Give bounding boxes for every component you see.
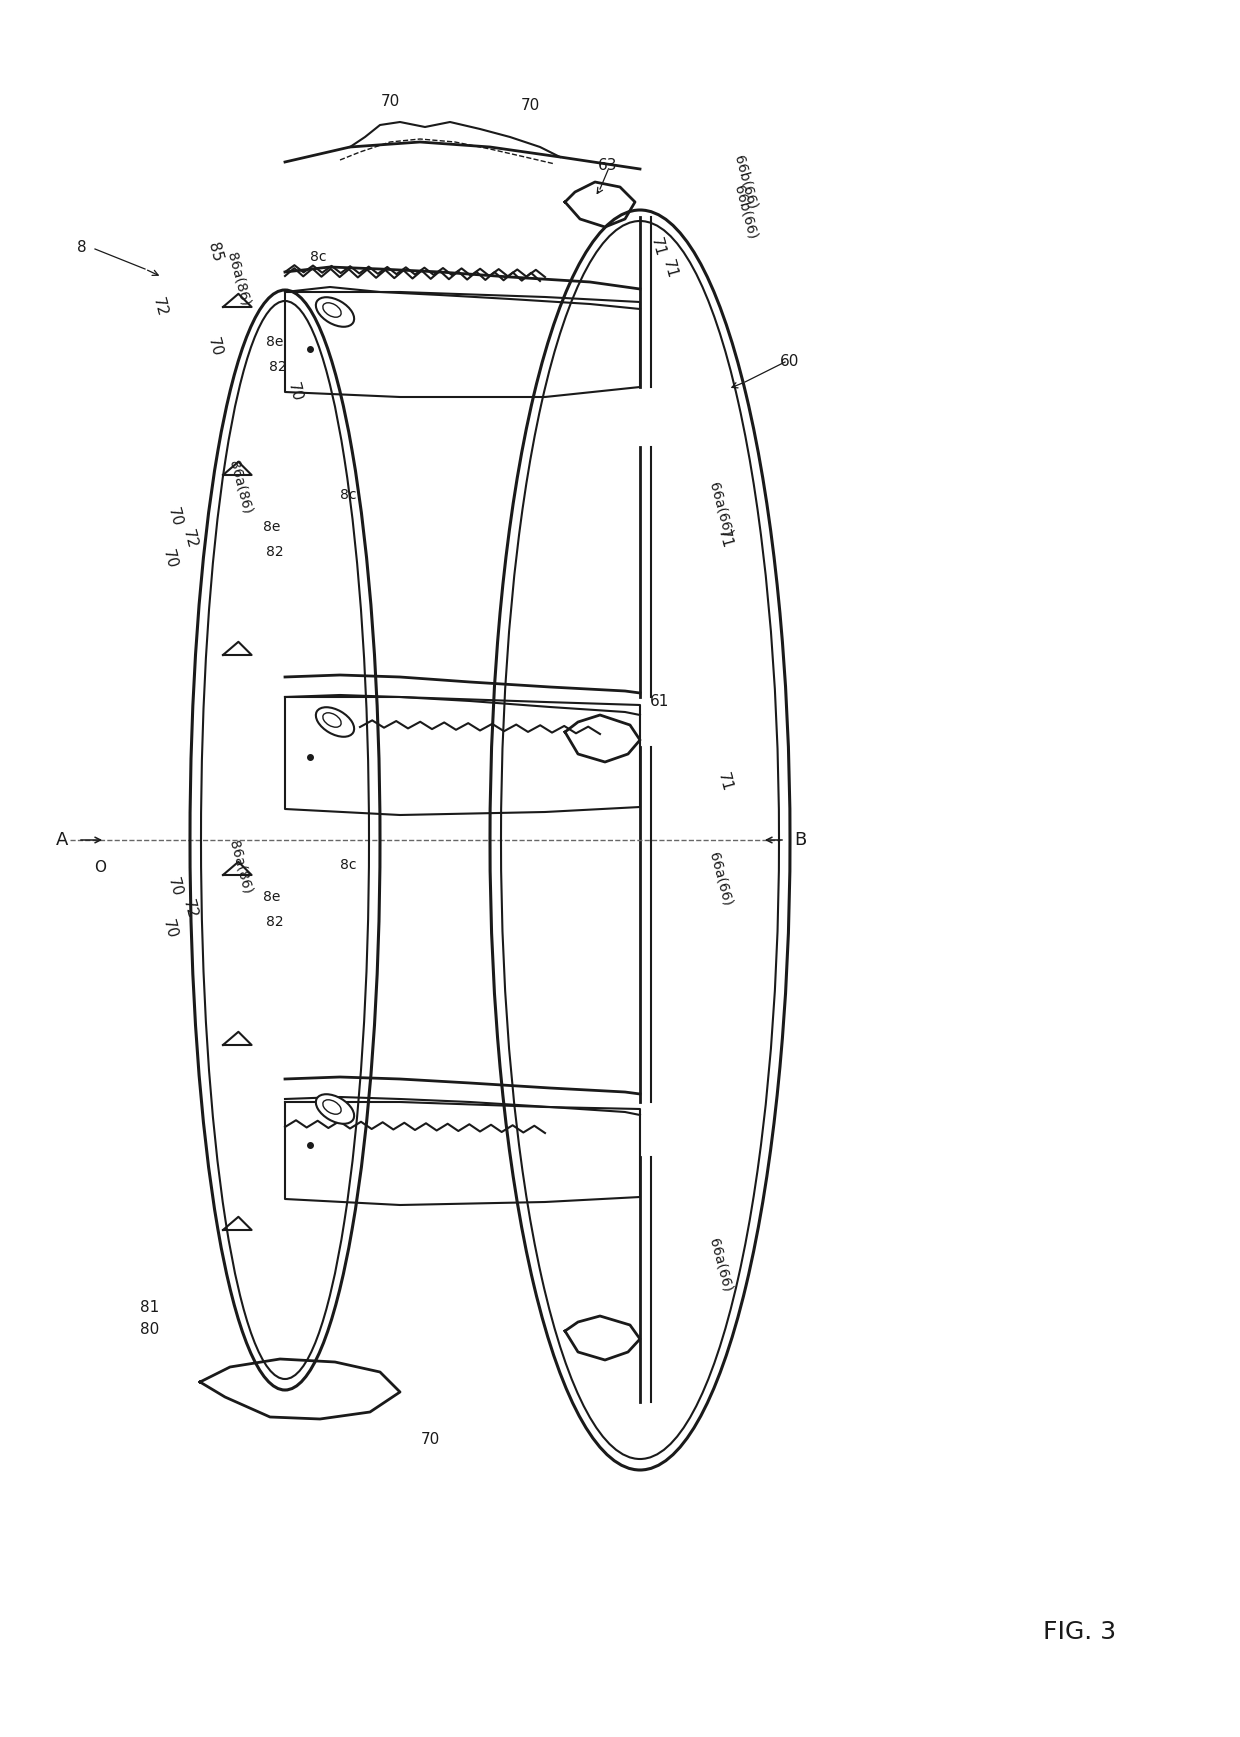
Text: 70: 70	[206, 335, 224, 358]
Text: 70: 70	[521, 97, 539, 113]
Ellipse shape	[316, 707, 355, 736]
Text: 86a(86): 86a(86)	[226, 459, 254, 516]
Text: 70: 70	[285, 380, 305, 403]
Text: 71: 71	[715, 771, 735, 794]
Text: 66a(66): 66a(66)	[706, 481, 734, 537]
Ellipse shape	[316, 297, 355, 327]
Text: 8c: 8c	[340, 858, 356, 872]
Text: 8c: 8c	[340, 488, 356, 502]
Text: 72: 72	[150, 295, 170, 318]
Text: FIG. 3: FIG. 3	[1043, 1621, 1116, 1643]
Text: 72: 72	[180, 898, 200, 921]
Text: 66a(66): 66a(66)	[706, 851, 734, 907]
Text: 71: 71	[649, 236, 667, 259]
Text: 70: 70	[160, 917, 180, 940]
Text: 81: 81	[140, 1299, 160, 1315]
Text: 70: 70	[165, 875, 185, 898]
Text: 70: 70	[381, 94, 399, 109]
Text: 80: 80	[140, 1322, 160, 1336]
Text: 8e: 8e	[263, 889, 280, 903]
Text: 8c: 8c	[310, 250, 326, 264]
Text: 61: 61	[650, 695, 670, 709]
Text: 86a(86): 86a(86)	[224, 250, 252, 307]
Text: 8e: 8e	[267, 335, 284, 349]
Text: B: B	[794, 830, 806, 849]
Text: 82: 82	[267, 915, 284, 929]
Text: 82: 82	[267, 545, 284, 559]
Text: 70: 70	[420, 1431, 440, 1447]
Text: 85: 85	[206, 241, 224, 264]
Text: 66b(66): 66b(66)	[732, 153, 759, 210]
Text: 71: 71	[660, 257, 680, 280]
Text: 60: 60	[780, 354, 800, 370]
Text: 63: 63	[598, 158, 618, 172]
Text: 71: 71	[715, 528, 735, 551]
Text: 8e: 8e	[263, 519, 280, 533]
Text: A: A	[56, 830, 68, 849]
Text: 72: 72	[180, 528, 200, 551]
Text: 86a(86): 86a(86)	[226, 839, 254, 895]
Ellipse shape	[316, 1094, 355, 1124]
Text: 66a(66): 66a(66)	[706, 1237, 734, 1294]
Text: 66b(66): 66b(66)	[732, 184, 759, 240]
Text: 82: 82	[269, 360, 286, 373]
Text: 8: 8	[77, 240, 87, 255]
Text: O: O	[94, 860, 105, 874]
Text: 70: 70	[160, 547, 180, 570]
Text: 70: 70	[165, 505, 185, 528]
